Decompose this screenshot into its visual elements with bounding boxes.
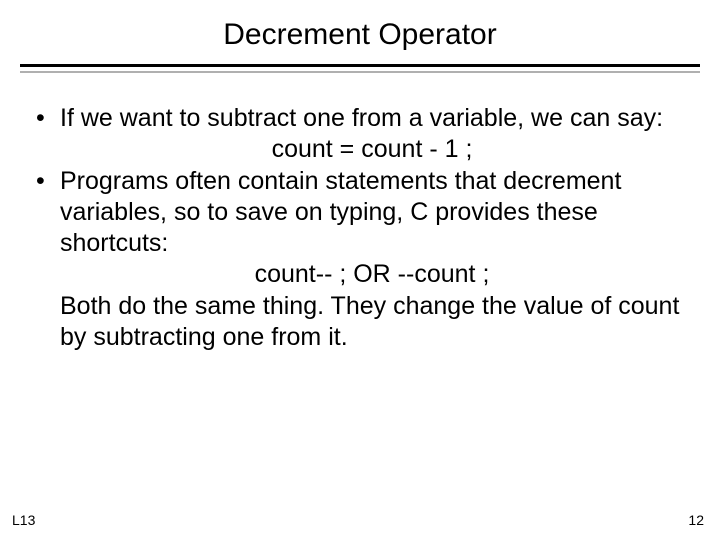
slide-number: 12 bbox=[688, 512, 704, 528]
slide: Decrement Operator • If we want to subtr… bbox=[0, 0, 720, 540]
bullet-marker: • bbox=[36, 166, 60, 197]
code-line: count = count - 1 ; bbox=[60, 134, 684, 165]
slide-content: • If we want to subtract one from a vari… bbox=[0, 73, 720, 353]
bullet-item: • If we want to subtract one from a vari… bbox=[36, 103, 684, 134]
shortcut-line: count-- ; OR --count ; bbox=[60, 259, 684, 290]
followup-text: Both do the same thing. They change the … bbox=[60, 291, 684, 354]
bullet-text: Programs often contain statements that d… bbox=[60, 166, 684, 260]
bullet-text: If we want to subtract one from a variab… bbox=[60, 103, 684, 134]
footer-left: L13 bbox=[12, 512, 35, 528]
slide-title: Decrement Operator bbox=[0, 0, 720, 64]
bullet-marker: • bbox=[36, 103, 60, 134]
bullet-item: • Programs often contain statements that… bbox=[36, 166, 684, 260]
title-rule bbox=[20, 64, 700, 67]
